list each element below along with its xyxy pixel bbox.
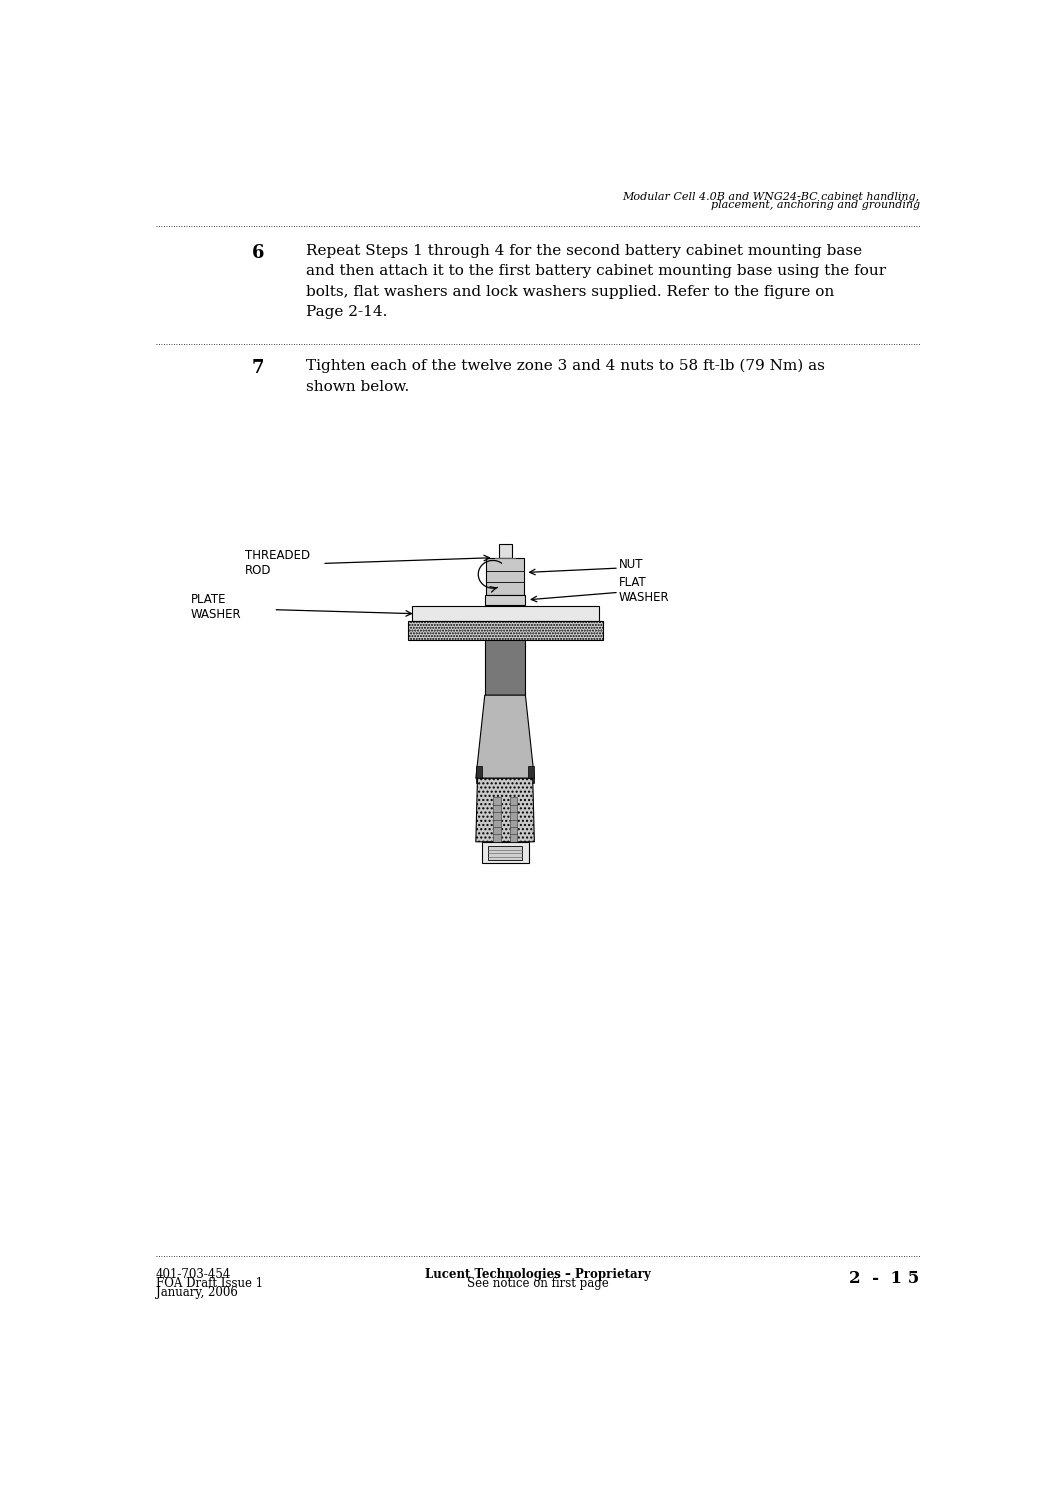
Bar bbox=[485, 594, 526, 604]
Text: Lucent Technologies – Proprietary: Lucent Technologies – Proprietary bbox=[425, 1268, 650, 1281]
Text: placement, anchoring and grounding: placement, anchoring and grounding bbox=[710, 200, 920, 210]
Bar bbox=[528, 766, 534, 783]
Text: FOA Draft Issue 1: FOA Draft Issue 1 bbox=[155, 1278, 262, 1290]
Polygon shape bbox=[476, 694, 534, 778]
Text: January, 2006: January, 2006 bbox=[155, 1287, 237, 1299]
Text: 2  -  1 5: 2 - 1 5 bbox=[850, 1270, 920, 1287]
Text: NUT: NUT bbox=[619, 558, 643, 572]
Polygon shape bbox=[476, 778, 534, 842]
Text: 7: 7 bbox=[252, 358, 264, 376]
Text: 6: 6 bbox=[252, 243, 264, 261]
Text: Modular Cell 4.0B and WNG24-BC cabinet handling,: Modular Cell 4.0B and WNG24-BC cabinet h… bbox=[623, 192, 920, 201]
Bar bbox=[493, 798, 500, 842]
Bar bbox=[476, 766, 483, 783]
Bar bbox=[411, 606, 599, 621]
Bar bbox=[487, 558, 523, 594]
Bar bbox=[510, 798, 517, 842]
Text: See notice on first page: See notice on first page bbox=[467, 1278, 608, 1290]
Text: PLATE
WASHER: PLATE WASHER bbox=[191, 594, 241, 621]
Bar bbox=[488, 846, 522, 861]
Text: FLAT
WASHER: FLAT WASHER bbox=[619, 576, 669, 604]
Bar bbox=[498, 544, 512, 558]
Bar bbox=[407, 621, 602, 639]
Bar bbox=[485, 639, 526, 694]
Text: Tighten each of the twelve zone 3 and 4 nuts to 58 ft-lb (79 Nm) as
shown below.: Tighten each of the twelve zone 3 and 4 … bbox=[306, 358, 825, 394]
Text: THREADED
ROD: THREADED ROD bbox=[245, 549, 311, 578]
Bar bbox=[481, 842, 529, 862]
Text: 401-703-454: 401-703-454 bbox=[155, 1268, 231, 1281]
Text: Repeat Steps 1 through 4 for the second battery cabinet mounting base
and then a: Repeat Steps 1 through 4 for the second … bbox=[306, 243, 886, 320]
